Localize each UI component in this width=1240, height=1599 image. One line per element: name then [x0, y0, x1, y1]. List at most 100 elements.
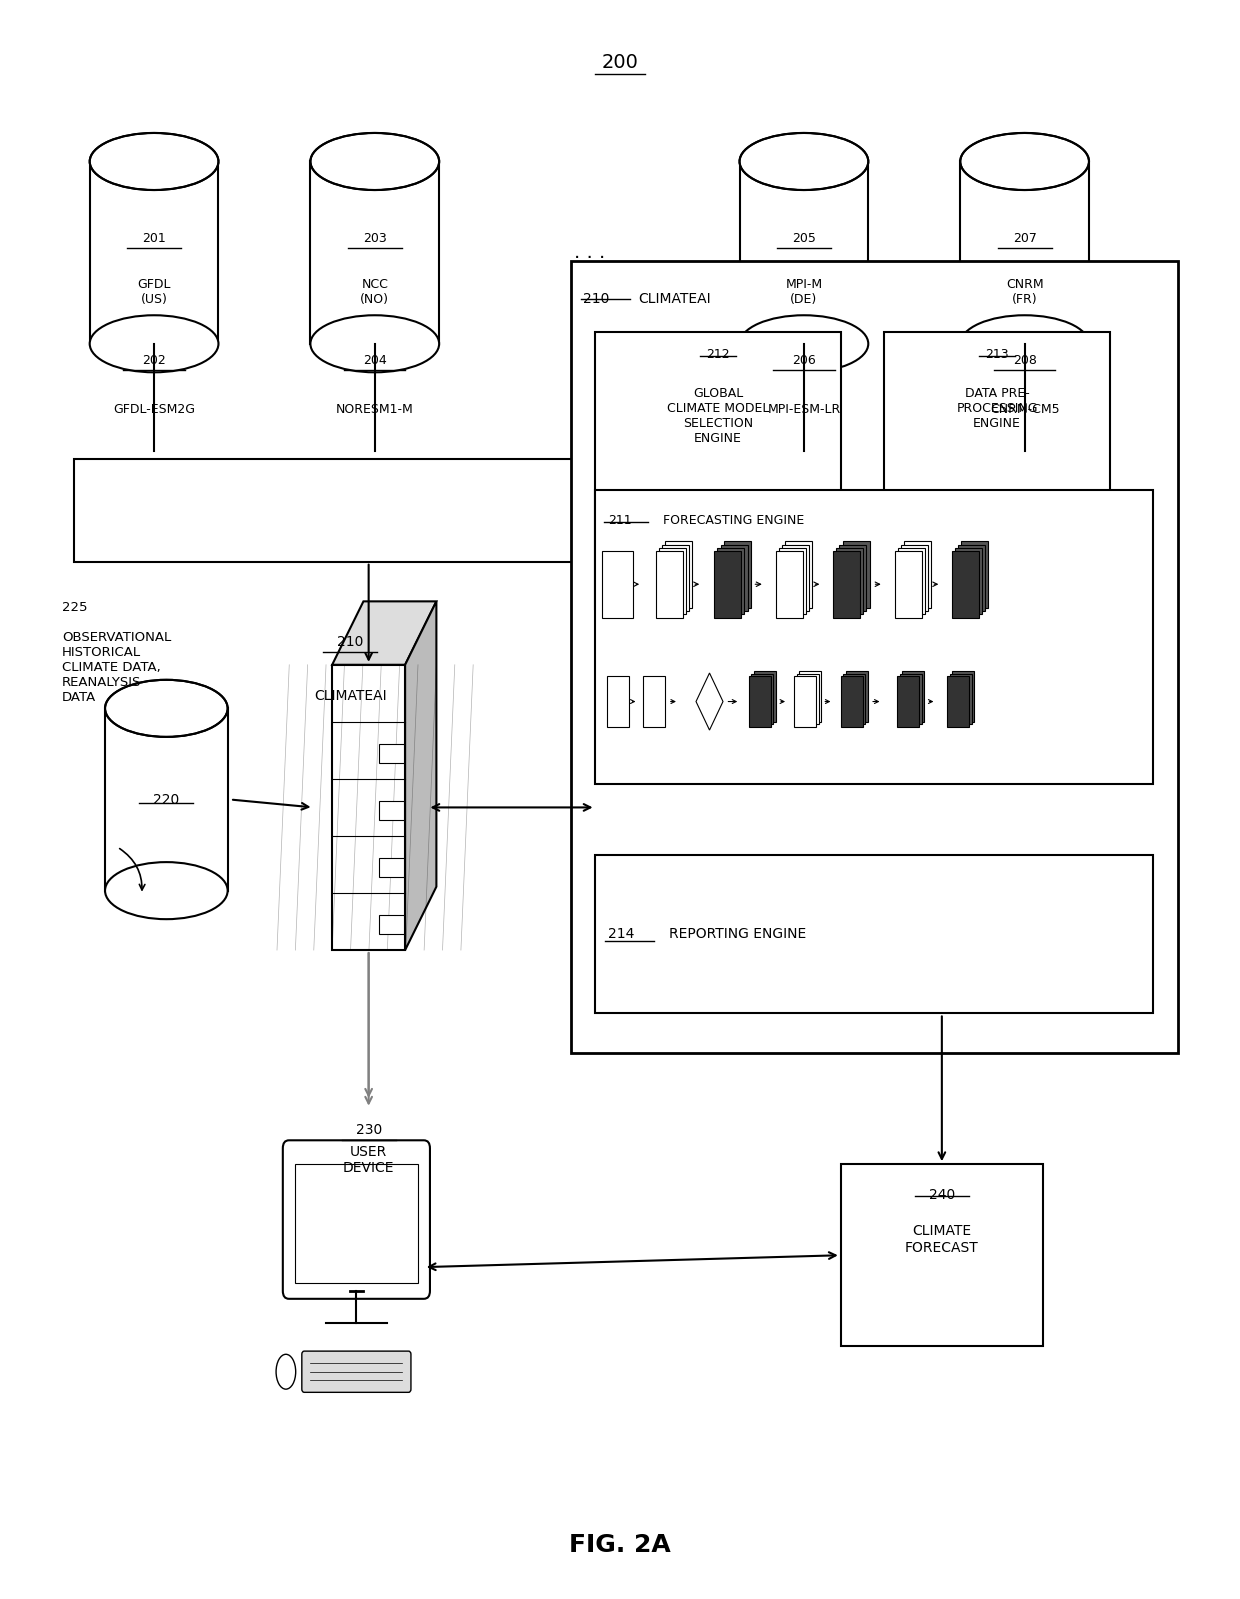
Ellipse shape [310, 133, 439, 190]
Ellipse shape [739, 315, 868, 373]
Text: NCC
(NO): NCC (NO) [361, 278, 389, 307]
Text: 210: 210 [337, 635, 363, 649]
Text: OBSERVATIONAL
HISTORICAL
CLIMATE DATA,
REANALYSIS
DATA: OBSERVATIONAL HISTORICAL CLIMATE DATA, R… [62, 632, 171, 705]
FancyBboxPatch shape [105, 708, 228, 891]
FancyBboxPatch shape [570, 261, 1178, 1054]
FancyBboxPatch shape [754, 672, 776, 721]
Text: 200: 200 [601, 53, 639, 72]
FancyBboxPatch shape [833, 552, 861, 617]
FancyBboxPatch shape [884, 333, 1111, 609]
FancyBboxPatch shape [897, 676, 919, 728]
FancyBboxPatch shape [644, 676, 666, 728]
Text: 205: 205 [792, 232, 816, 245]
FancyBboxPatch shape [955, 548, 982, 614]
Text: 220: 220 [154, 793, 180, 806]
FancyBboxPatch shape [904, 542, 931, 608]
FancyBboxPatch shape [837, 548, 863, 614]
Text: 206: 206 [792, 353, 816, 366]
FancyBboxPatch shape [901, 672, 924, 721]
Text: DATA PRE-
PROCESSING
ENGINE: DATA PRE- PROCESSING ENGINE [956, 387, 1038, 430]
Text: 212: 212 [707, 347, 730, 361]
FancyBboxPatch shape [846, 672, 868, 721]
FancyBboxPatch shape [779, 548, 806, 614]
FancyBboxPatch shape [841, 676, 863, 728]
Ellipse shape [89, 133, 218, 190]
Text: . . .: . . . [574, 243, 605, 262]
FancyBboxPatch shape [379, 744, 403, 763]
Ellipse shape [105, 862, 228, 919]
Ellipse shape [310, 315, 439, 373]
FancyBboxPatch shape [843, 673, 866, 724]
Text: MPI-M
(DE): MPI-M (DE) [785, 278, 822, 307]
FancyBboxPatch shape [751, 673, 774, 724]
FancyBboxPatch shape [799, 672, 821, 721]
FancyBboxPatch shape [74, 459, 1099, 561]
FancyBboxPatch shape [89, 161, 218, 344]
Polygon shape [405, 601, 436, 950]
FancyBboxPatch shape [961, 542, 988, 608]
FancyBboxPatch shape [947, 676, 970, 728]
FancyBboxPatch shape [960, 161, 1089, 344]
FancyBboxPatch shape [749, 676, 771, 728]
Text: GFDL-ESM2G: GFDL-ESM2G [113, 403, 195, 416]
FancyBboxPatch shape [952, 672, 975, 721]
FancyBboxPatch shape [785, 542, 812, 608]
FancyBboxPatch shape [310, 161, 439, 344]
FancyBboxPatch shape [595, 333, 841, 609]
Text: 211: 211 [608, 515, 631, 528]
FancyBboxPatch shape [283, 1140, 430, 1298]
Text: CNRM
(FR): CNRM (FR) [1006, 278, 1043, 307]
FancyBboxPatch shape [894, 552, 921, 617]
FancyBboxPatch shape [718, 548, 744, 614]
Text: 213: 213 [986, 347, 1009, 361]
FancyBboxPatch shape [782, 545, 808, 611]
Ellipse shape [89, 315, 218, 373]
Text: NORESM1-M: NORESM1-M [336, 403, 414, 416]
FancyBboxPatch shape [379, 859, 403, 878]
FancyBboxPatch shape [842, 542, 869, 608]
FancyBboxPatch shape [720, 545, 748, 611]
Ellipse shape [277, 1354, 295, 1390]
FancyBboxPatch shape [714, 552, 742, 617]
FancyBboxPatch shape [950, 673, 972, 724]
FancyBboxPatch shape [332, 665, 405, 950]
FancyBboxPatch shape [656, 552, 682, 617]
Text: 240: 240 [929, 1188, 955, 1202]
Text: FORECASTING ENGINE: FORECASTING ENGINE [663, 515, 805, 528]
FancyBboxPatch shape [839, 545, 867, 611]
FancyBboxPatch shape [841, 1164, 1043, 1346]
FancyBboxPatch shape [898, 548, 925, 614]
Text: GLOBAL
CLIMATE MODEL
SELECTION
ENGINE: GLOBAL CLIMATE MODEL SELECTION ENGINE [667, 387, 769, 446]
Ellipse shape [960, 315, 1089, 373]
Text: GFDL
(US): GFDL (US) [138, 278, 171, 307]
FancyBboxPatch shape [796, 673, 818, 724]
Text: 225: 225 [62, 601, 88, 614]
FancyBboxPatch shape [662, 545, 688, 611]
FancyBboxPatch shape [776, 552, 802, 617]
Text: 207: 207 [1013, 232, 1037, 245]
Text: FIG. 2A: FIG. 2A [569, 1532, 671, 1556]
Text: 204: 204 [363, 353, 387, 366]
Text: 230: 230 [356, 1122, 382, 1137]
FancyBboxPatch shape [595, 855, 1153, 1014]
FancyBboxPatch shape [665, 542, 692, 608]
Polygon shape [332, 601, 436, 665]
FancyBboxPatch shape [794, 676, 816, 728]
FancyBboxPatch shape [952, 552, 980, 617]
FancyBboxPatch shape [724, 542, 750, 608]
FancyBboxPatch shape [606, 676, 629, 728]
Text: CLIMATE
FORECAST: CLIMATE FORECAST [905, 1225, 978, 1255]
Polygon shape [696, 673, 723, 731]
FancyBboxPatch shape [658, 548, 686, 614]
Text: 201: 201 [143, 232, 166, 245]
FancyBboxPatch shape [959, 545, 986, 611]
Text: CLIMATEAI: CLIMATEAI [314, 689, 387, 702]
Text: CLIMATEAI: CLIMATEAI [639, 293, 711, 307]
FancyBboxPatch shape [595, 491, 1153, 784]
Text: 214: 214 [608, 927, 634, 942]
FancyBboxPatch shape [295, 1164, 418, 1282]
FancyBboxPatch shape [739, 161, 868, 344]
FancyBboxPatch shape [379, 915, 403, 934]
Text: USER
DEVICE: USER DEVICE [343, 1145, 394, 1175]
Ellipse shape [105, 680, 228, 737]
